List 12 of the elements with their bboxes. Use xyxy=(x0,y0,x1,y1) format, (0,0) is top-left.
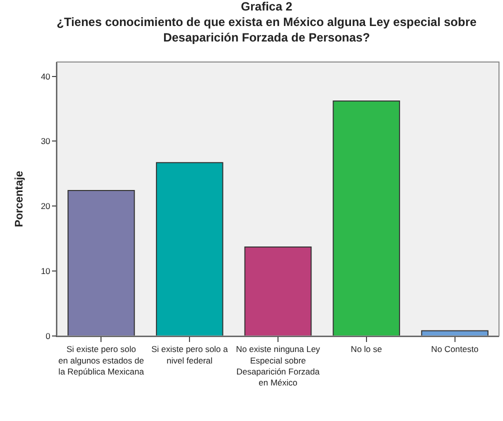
y-tick-label: 0 xyxy=(46,330,51,341)
x-tick-label: No existe ninguna Ley Especial sobre Desaparición Forzada en México xyxy=(236,344,321,388)
y-axis-title: Porcentaje xyxy=(13,170,26,228)
y-tick-label: 40 xyxy=(40,71,51,82)
y-tick-label: 20 xyxy=(40,201,51,212)
x-tick-label: No lo se xyxy=(350,344,382,354)
x-tick-label: Si existe pero solo a nivel federal xyxy=(151,344,228,366)
x-tick-label: Si existe pero solo en algunos estados de la República Mexicana xyxy=(58,344,144,376)
chart-title: Grafica 2 ¿Tienes conocimiento de que exista en México alguna Ley especial sobre Desaparición Forzada de Personas? xyxy=(56,0,477,45)
y-tick-label: 30 xyxy=(40,136,51,146)
y-tick-label: 10 xyxy=(40,266,51,276)
x-tick-label: No Contesto xyxy=(431,344,479,354)
